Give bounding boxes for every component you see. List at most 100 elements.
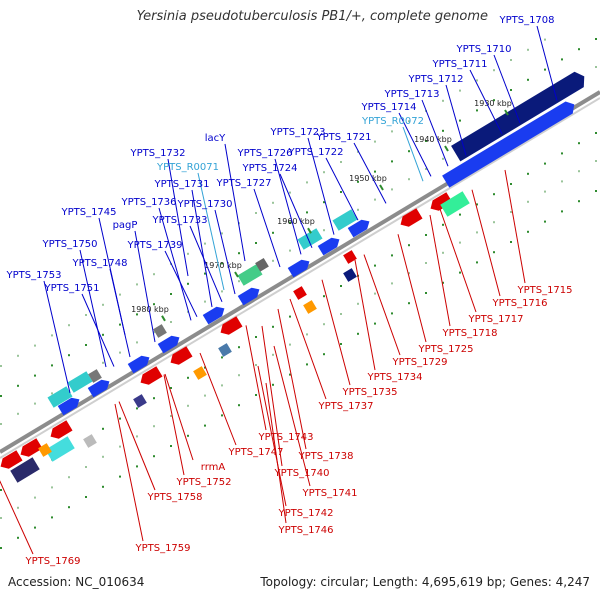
gene-label: YPTS_1747 bbox=[227, 447, 283, 458]
guide-dot bbox=[425, 262, 427, 264]
plus-gene-arrow-shape bbox=[57, 397, 80, 416]
minus-gene-marker-shape bbox=[193, 366, 207, 380]
guide-dot bbox=[595, 38, 597, 40]
guide-dot bbox=[391, 160, 393, 163]
minus-gene-arrow-shape bbox=[50, 420, 73, 439]
guide-dot bbox=[0, 395, 2, 397]
guide-dot bbox=[204, 272, 206, 275]
gene-label: YPTS_1732 bbox=[129, 148, 185, 159]
gene-label: YPTS_1730 bbox=[176, 199, 232, 210]
minus-gene-marker-shape bbox=[293, 286, 307, 300]
guide-dot bbox=[476, 79, 478, 82]
accession-text: Accession: NC_010634 bbox=[8, 575, 145, 589]
leader-line bbox=[257, 365, 287, 507]
leader-line bbox=[493, 54, 521, 124]
gene-marker-shape bbox=[153, 324, 167, 338]
guide-dot bbox=[119, 351, 121, 354]
minus-gene-marker-shape bbox=[218, 343, 232, 357]
guide-dot bbox=[187, 376, 189, 379]
guide-dot bbox=[136, 465, 138, 468]
minus-gene-arrow bbox=[20, 438, 43, 457]
guide-dot bbox=[136, 283, 138, 286]
scale-tick-label: 1960 kbp bbox=[277, 217, 315, 226]
leader-line bbox=[439, 208, 477, 313]
guide-dot bbox=[238, 280, 240, 283]
guide-dot bbox=[476, 109, 478, 112]
guide-dot bbox=[221, 232, 223, 235]
guide-dot bbox=[561, 58, 563, 61]
guide-dot bbox=[408, 150, 410, 153]
minus-gene-marker-shape bbox=[38, 443, 52, 457]
guide-dot bbox=[357, 302, 359, 305]
label-leader-lines bbox=[0, 25, 558, 555]
guide-dot bbox=[374, 322, 376, 325]
leader-line bbox=[163, 374, 185, 476]
guide-dot bbox=[493, 69, 495, 72]
leader-line bbox=[536, 25, 558, 101]
minus-gene-arrow bbox=[430, 192, 453, 211]
guide-dot bbox=[340, 191, 342, 193]
guide-dot bbox=[221, 356, 223, 359]
guide-dot bbox=[170, 415, 172, 417]
guide-dot bbox=[595, 160, 597, 162]
minus-gene-marker bbox=[303, 300, 317, 314]
leader-line bbox=[398, 112, 432, 177]
guide-dot bbox=[221, 262, 223, 265]
guide-dot bbox=[255, 364, 257, 366]
guide-dot bbox=[153, 331, 155, 334]
guide-dot bbox=[323, 353, 325, 356]
minus-gene-arrow bbox=[220, 316, 243, 335]
guide-dot bbox=[442, 129, 444, 132]
gene-marker-shape bbox=[255, 257, 269, 272]
gene-label: YPTS_1725 bbox=[417, 344, 473, 355]
guide-dot bbox=[510, 211, 512, 213]
guide-dot bbox=[527, 230, 529, 233]
gene-label: YPTS_1733 bbox=[151, 215, 207, 226]
guide-dot bbox=[272, 383, 274, 386]
guide-dot bbox=[153, 425, 155, 428]
gene-label: YPTS_1711 bbox=[431, 59, 487, 70]
guide-dot bbox=[510, 241, 512, 243]
guide-dot bbox=[340, 285, 342, 287]
leader-line bbox=[363, 254, 401, 356]
gene-label: YPTS_1724 bbox=[241, 163, 297, 174]
leader-line bbox=[199, 352, 237, 446]
gene-label: YPTS_R0071 bbox=[156, 162, 219, 173]
minus-gene-marker bbox=[218, 343, 232, 357]
plus-gene-arrow-shape bbox=[202, 306, 225, 325]
gene-label: YPTS_1726 bbox=[236, 148, 292, 159]
guide-dot bbox=[527, 172, 529, 175]
guide-dot bbox=[170, 293, 172, 295]
guide-dot bbox=[238, 346, 240, 349]
leader-line bbox=[224, 143, 246, 262]
cds-block bbox=[332, 209, 358, 231]
guide-dot bbox=[442, 223, 444, 226]
guide-dot bbox=[153, 397, 155, 400]
guide-dot bbox=[408, 272, 410, 275]
guide-dot bbox=[595, 66, 597, 68]
minus-gene-marker-shape bbox=[83, 434, 97, 448]
gene-label: YPTS_1735 bbox=[341, 387, 397, 398]
minus-gene-arrow-shape bbox=[20, 438, 43, 457]
leader-line bbox=[189, 225, 223, 302]
gene-label: YPTS_1734 bbox=[366, 372, 422, 383]
minus-gene-marker bbox=[133, 394, 147, 408]
guide-dot bbox=[408, 302, 410, 305]
guide-dot bbox=[357, 332, 359, 335]
guide-dot bbox=[459, 213, 461, 216]
guide-dot bbox=[323, 201, 325, 204]
scale-tick-label: 1950 kbp bbox=[349, 174, 387, 183]
guide-dot bbox=[578, 142, 580, 145]
guide-dot bbox=[153, 303, 155, 306]
guide-dot bbox=[238, 252, 240, 255]
gene-label: YPTS_1743 bbox=[257, 432, 313, 443]
minus-gene-marker bbox=[193, 366, 207, 380]
plus-gene-arrow-shape bbox=[347, 219, 370, 238]
guide-dot bbox=[85, 344, 87, 346]
guide-dot bbox=[544, 68, 546, 71]
guide-dot bbox=[306, 333, 308, 336]
scale-ticks: 1930 kbp 1940 kbp 1950 kbp 1960 kbp 1970 kbp… bbox=[131, 99, 512, 322]
guide-dot bbox=[255, 394, 257, 396]
guide-dot bbox=[340, 343, 342, 345]
scale-tick bbox=[444, 145, 449, 152]
